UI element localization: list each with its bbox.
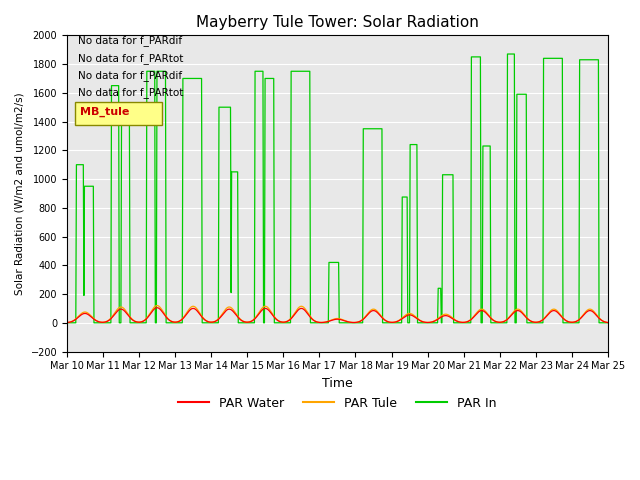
PAR Water bbox=[604, 320, 612, 325]
Line: PAR Water: PAR Water bbox=[67, 308, 608, 323]
Line: PAR Tule: PAR Tule bbox=[67, 306, 608, 323]
FancyBboxPatch shape bbox=[75, 102, 161, 125]
PAR Tule bbox=[63, 320, 71, 325]
PAR In bbox=[604, 320, 611, 325]
PAR In bbox=[317, 320, 325, 325]
PAR In bbox=[459, 320, 467, 325]
Text: No data for f_PARtot: No data for f_PARtot bbox=[77, 53, 183, 64]
Line: PAR In: PAR In bbox=[67, 54, 608, 323]
Text: No data for f_PARdif: No data for f_PARdif bbox=[77, 36, 182, 46]
PAR In bbox=[604, 320, 612, 325]
PAR Tule bbox=[317, 320, 325, 325]
PAR Tule bbox=[429, 319, 436, 324]
PAR In bbox=[160, 68, 168, 74]
PAR In bbox=[490, 320, 497, 325]
PAR Water bbox=[317, 320, 325, 325]
PAR Water bbox=[459, 320, 467, 325]
Legend: PAR Water, PAR Tule, PAR In: PAR Water, PAR Tule, PAR In bbox=[173, 392, 502, 415]
PAR Water bbox=[490, 317, 497, 323]
PAR Tule bbox=[604, 320, 611, 325]
PAR Tule bbox=[153, 303, 161, 309]
PAR Water bbox=[63, 320, 71, 325]
PAR In bbox=[429, 320, 436, 325]
PAR Water bbox=[153, 305, 161, 311]
PAR Water bbox=[604, 320, 611, 325]
Text: No data for f_PARdif: No data for f_PARdif bbox=[77, 70, 182, 81]
Y-axis label: Solar Radiation (W/m2 and umol/m2/s): Solar Radiation (W/m2 and umol/m2/s) bbox=[15, 92, 25, 295]
PAR Tule bbox=[490, 317, 497, 323]
Text: No data for f_PARtot: No data for f_PARtot bbox=[77, 87, 183, 98]
Text: MB_tule: MB_tule bbox=[81, 107, 130, 117]
PAR Tule bbox=[459, 320, 467, 325]
PAR Water bbox=[161, 312, 168, 317]
Title: Mayberry Tule Tower: Solar Radiation: Mayberry Tule Tower: Solar Radiation bbox=[196, 15, 479, 30]
PAR In bbox=[504, 51, 511, 57]
PAR Tule bbox=[161, 311, 168, 316]
X-axis label: Time: Time bbox=[322, 377, 353, 390]
PAR In bbox=[63, 320, 71, 325]
PAR Water bbox=[429, 319, 436, 324]
PAR Tule bbox=[604, 320, 612, 325]
